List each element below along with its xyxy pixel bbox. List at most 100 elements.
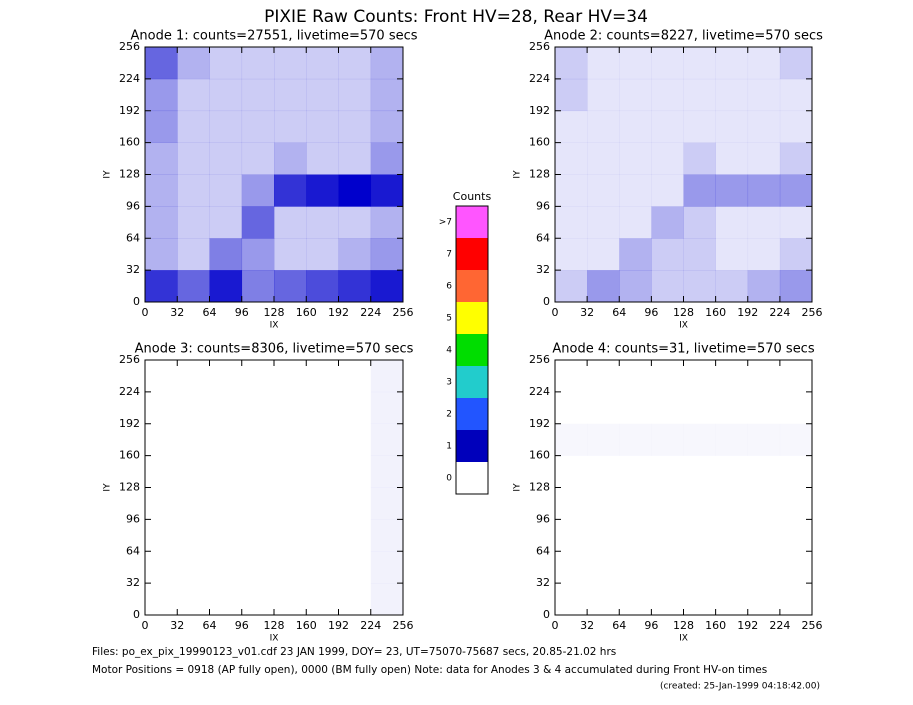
heat-cell (779, 142, 813, 175)
heat-cell (555, 270, 588, 303)
x-tick-label: 224 (769, 619, 790, 632)
y-tick-label: 224 (119, 72, 140, 85)
x-tick-label: 32 (170, 619, 184, 632)
heat-cell (241, 78, 275, 112)
heat-cell (274, 392, 307, 424)
heat-cell (651, 174, 684, 207)
heat-cell (716, 456, 748, 488)
y-tick-label: 64 (536, 231, 550, 244)
heat-cell (684, 360, 716, 392)
heat-cell (651, 206, 684, 239)
heat-cell (242, 519, 275, 551)
heat-cell (306, 142, 339, 175)
heat-cell (306, 583, 339, 615)
colorbar-label: >7 (439, 218, 452, 228)
y-tick-label: 96 (536, 512, 550, 525)
heat-cell (779, 238, 813, 271)
heat-cell (715, 78, 749, 112)
heat-cell (274, 488, 307, 520)
y-tick-label: 96 (536, 199, 550, 212)
heat-cell (177, 456, 210, 488)
heat-cell (684, 392, 716, 424)
y-tick-label: 224 (529, 72, 550, 85)
heat-cell (274, 551, 307, 583)
heat-cell (306, 47, 339, 80)
heat-cell (587, 519, 619, 551)
heat-cell (145, 519, 178, 551)
heat-cell (619, 488, 651, 520)
y-tick-label: 256 (119, 353, 140, 366)
heat-cell (780, 583, 812, 615)
heat-cell (587, 206, 620, 239)
heat-cell (555, 360, 587, 392)
heat-cell (587, 238, 620, 271)
heat-cell (716, 583, 748, 615)
heat-cell (780, 392, 812, 424)
heat-cell (274, 583, 307, 615)
heat-cell (338, 238, 372, 271)
colorbar-label: 6 (446, 282, 452, 292)
colorbar-label: 3 (446, 378, 452, 388)
x-tick-label: 64 (612, 306, 626, 319)
heat-cell (370, 142, 404, 175)
x-tick-label: 96 (235, 619, 249, 632)
heat-cell (274, 424, 307, 456)
heat-cell (748, 424, 780, 456)
footer-files: Files: po_ex_pix_19990123_v01.cdf 23 JAN… (92, 646, 616, 658)
heat-cell (651, 78, 684, 112)
heat-cell (177, 392, 210, 424)
heat-cell (619, 110, 652, 143)
heat-cell (177, 110, 210, 143)
heat-cell (684, 551, 716, 583)
heat-cell (241, 47, 275, 80)
heat-cell (683, 174, 716, 207)
heat-cell (306, 78, 339, 112)
heat-cell (716, 392, 748, 424)
heat-cell (715, 206, 749, 239)
panel-title: Anode 1: counts=27551, livetime=570 secs (130, 29, 417, 44)
y-tick-label: 224 (529, 385, 550, 398)
heat-cell (683, 270, 716, 303)
y-tick-label: 192 (119, 104, 140, 117)
heat-cell (619, 392, 651, 424)
heat-cell (555, 424, 587, 456)
heat-cell (619, 142, 652, 175)
heat-cell (370, 519, 404, 552)
colorbar-swatch (456, 430, 488, 462)
heat-cell (209, 174, 243, 207)
heat-cell (145, 238, 178, 271)
footer-created: (created: 25-Jan-1999 04:18:42.00) (660, 682, 820, 692)
heat-cell (651, 488, 683, 520)
heat-cell (306, 238, 339, 271)
heat-cell (370, 423, 404, 456)
heat-cell (683, 238, 716, 271)
y-tick-label: 0 (543, 608, 550, 621)
footer-motor: Motor Positions = 0918 (AP fully open), … (92, 664, 767, 676)
y-tick-label: 128 (119, 168, 140, 181)
y-tick-label: 64 (126, 231, 140, 244)
heat-cell (306, 110, 339, 143)
heat-cell (339, 551, 372, 583)
heat-cell (177, 238, 210, 271)
heat-cell (747, 110, 781, 143)
x-tick-label: 224 (769, 306, 790, 319)
y-tick-label: 64 (126, 544, 140, 557)
heat-cell (177, 583, 210, 615)
heat-cell (177, 142, 210, 175)
heat-cell (779, 206, 813, 239)
heat-cell (370, 391, 404, 425)
heat-cell (587, 551, 619, 583)
heat-cell (747, 206, 781, 239)
heat-cell (780, 551, 812, 583)
x-tick-label: 64 (203, 619, 217, 632)
heat-cell (210, 424, 243, 456)
x-tick-label: 160 (705, 306, 726, 319)
x-axis-label: IX (270, 634, 279, 644)
heat-cell (555, 456, 587, 488)
y-tick-label: 0 (133, 608, 140, 621)
x-tick-label: 64 (612, 619, 626, 632)
heat-cell (555, 238, 588, 271)
heat-cell (145, 78, 178, 112)
heat-cell (145, 583, 178, 615)
